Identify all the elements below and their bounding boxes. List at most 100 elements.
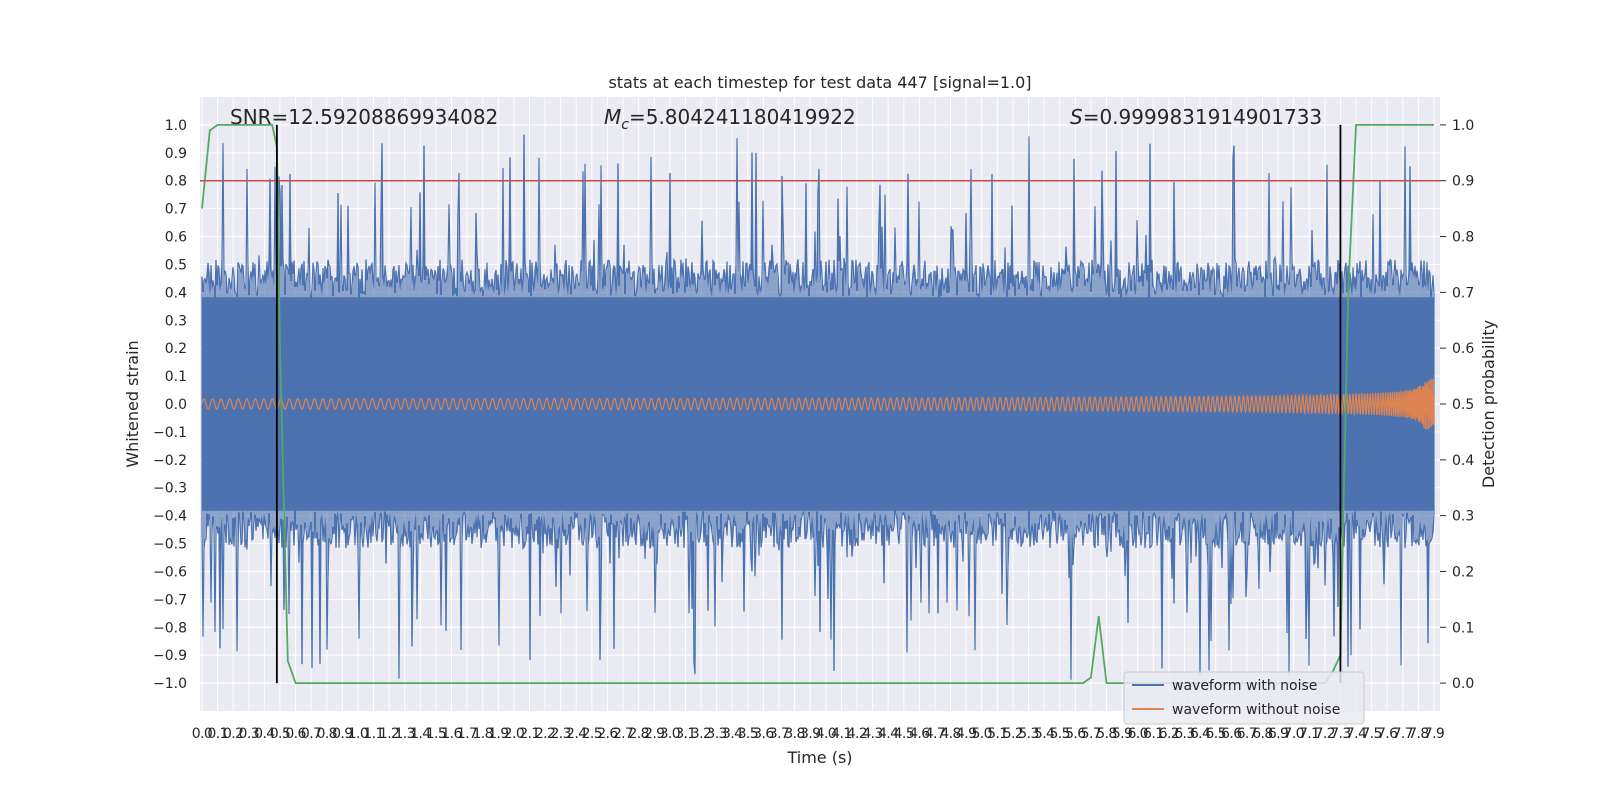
- x-tick-label: 6.7: [1237, 726, 1257, 742]
- x-tick-label: 2.8: [628, 726, 648, 742]
- x-tick-label: 5.0: [972, 726, 992, 742]
- x-tick-label: 2.6: [597, 726, 618, 742]
- y-tick-label: 0.7: [165, 202, 187, 218]
- score-value: =0.9999831914901733: [1083, 105, 1322, 129]
- chart-title: stats at each timestep for test data 447…: [608, 73, 1031, 92]
- x-tick-label: 7.0: [1283, 726, 1303, 742]
- x-tick-label: 7.1: [1299, 726, 1319, 742]
- x-tick-label: 1.8: [472, 726, 492, 742]
- y-tick-label: −0.8: [153, 620, 187, 636]
- x-tick-label: 5.4: [1034, 726, 1055, 742]
- probability-series: [201, 124, 1434, 684]
- y-tick-label: 0.3: [165, 313, 187, 329]
- x-tick-label: 5.8: [1096, 726, 1116, 742]
- y-tick-label-right: 0.0: [1452, 676, 1474, 692]
- x-tick-label: 1.9: [488, 726, 508, 742]
- chirp-mass-value: =5.804241180419922: [629, 105, 856, 129]
- y-tick-label: −1.0: [153, 676, 187, 692]
- y-tick-label-right: 0.3: [1452, 509, 1474, 525]
- x-tick-label: 4.3: [862, 726, 882, 742]
- y-tick-label-right: 0.6: [1452, 341, 1474, 357]
- legend-label-noise: waveform with noise: [1172, 678, 1317, 694]
- x-tick-label: 6.3: [1174, 726, 1194, 742]
- x-tick-labels: 0.00.10.20.30.40.50.60.70.80.91.01.11.21…: [192, 726, 1445, 742]
- x-tick-label: 4.4: [878, 726, 899, 742]
- x-tick-label: 0.3: [239, 726, 259, 742]
- noise-lower-trace: [201, 509, 1435, 680]
- x-tick-label: 1.2: [379, 726, 399, 742]
- y-tick-labels: −1.0 −0.9 −0.8 −0.7 −0.6 −0.5 −0.4 −0.3 −0.2 −0.1…: [153, 118, 187, 692]
- x-tick-label: 3.6: [753, 726, 774, 742]
- legend: waveform with noise waveform without noi…: [1123, 671, 1365, 725]
- y-tick-label-right: 0.4: [1452, 453, 1474, 469]
- x-tick-label: 4.5: [894, 726, 914, 742]
- x-tick-label: 6.8: [1252, 726, 1272, 742]
- x-tick-label: 6.2: [1159, 726, 1179, 742]
- x-tick-label: 0.2: [223, 726, 243, 742]
- x-tick-label: 2.1: [519, 726, 539, 742]
- y-tick-label: 0.2: [165, 341, 187, 357]
- y-tick-label: 1.0: [165, 118, 187, 134]
- x-tick-label: 0.1: [207, 726, 227, 742]
- x-tick-label: 3.9: [800, 726, 820, 742]
- y-tick-label: −0.2: [153, 453, 187, 469]
- x-tick-label: 1.0: [348, 726, 368, 742]
- chirp-mass-annotation: Mc=5.804241180419922: [604, 105, 856, 133]
- y-tick-label: 0.6: [165, 230, 187, 246]
- y-tick-label-right: 0.8: [1452, 230, 1474, 246]
- x-tick-label: 5.9: [1112, 726, 1132, 742]
- x-tick-label: 7.7: [1393, 726, 1413, 742]
- x-tick-label: 5.1: [987, 726, 1007, 742]
- y-tick-label: 0.8: [165, 174, 187, 190]
- x-tick-label: 3.5: [738, 726, 758, 742]
- y-tick-label-right: 0.7: [1452, 285, 1474, 301]
- x-tick-label: 6.5: [1205, 726, 1225, 742]
- score-annotation: S=0.9999831914901733: [1070, 105, 1322, 129]
- y-tick-label: 0.1: [165, 369, 187, 385]
- chirp-mass-subscript: c: [621, 117, 629, 133]
- noise-series: [201, 134, 1435, 680]
- x-tick-label: 6.1: [1143, 726, 1163, 742]
- x-tick-label: 2.0: [504, 726, 524, 742]
- x-tick-label: 7.8: [1408, 726, 1428, 742]
- x-tick-label: 7.4: [1346, 726, 1367, 742]
- y-axis-label-right: Detection probability: [1479, 320, 1498, 488]
- x-tick-label: 4.6: [909, 726, 930, 742]
- x-tick-label: 1.4: [410, 726, 431, 742]
- x-tick-label: 1.7: [457, 726, 477, 742]
- x-tick-label: 7.6: [1377, 726, 1398, 742]
- x-tick-label: 2.3: [550, 726, 570, 742]
- x-axis-label: Time (s): [786, 748, 852, 767]
- probability-trace: [201, 124, 1434, 684]
- y-tick-label: 0.5: [165, 257, 187, 273]
- x-tick-label: 6.0: [1127, 726, 1147, 742]
- x-tick-label: 0.9: [332, 726, 352, 742]
- legend-label-clean: waveform without noise: [1172, 702, 1340, 718]
- y-tick-label: −0.7: [153, 592, 187, 608]
- x-tick-label: 0.7: [301, 726, 321, 742]
- y-tick-label: −0.5: [153, 537, 187, 553]
- y-tick-label-right: 0.5: [1452, 397, 1474, 413]
- x-tick-label: 3.1: [675, 726, 695, 742]
- x-tick-label: 2.2: [535, 726, 555, 742]
- y-axis-label: Whitened strain: [123, 340, 142, 467]
- legend-box: [1123, 671, 1365, 725]
- y-tick-label-right: 0.1: [1452, 620, 1474, 636]
- x-tick-label: 4.0: [816, 726, 836, 742]
- y-tick-label: −0.3: [153, 481, 187, 497]
- y-tick-label: −0.6: [153, 564, 187, 580]
- x-tick-label: 5.5: [1049, 726, 1069, 742]
- y-tick-label: 0.0: [165, 397, 187, 413]
- x-tick-label: 1.6: [441, 726, 462, 742]
- x-tick-label: 7.9: [1424, 726, 1444, 742]
- x-tick-label: 2.9: [644, 726, 664, 742]
- y-tick-label: 0.4: [165, 285, 187, 301]
- x-tick-label: 7.5: [1361, 726, 1381, 742]
- y-tick-label: −0.1: [153, 425, 187, 441]
- x-tick-label: 5.2: [1003, 726, 1023, 742]
- x-tick-label: 5.6: [1065, 726, 1086, 742]
- x-tick-label: 3.0: [660, 726, 680, 742]
- x-tick-label: 1.3: [394, 726, 414, 742]
- x-tick-label: 3.3: [706, 726, 726, 742]
- y-tick-label-right: 0.2: [1452, 564, 1474, 580]
